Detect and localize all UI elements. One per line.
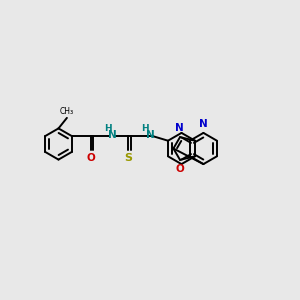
Text: O: O: [176, 164, 184, 174]
Text: N: N: [108, 130, 117, 140]
Text: H: H: [141, 124, 149, 133]
Text: CH₃: CH₃: [60, 107, 74, 116]
Text: H: H: [104, 124, 112, 133]
Text: S: S: [124, 153, 132, 163]
Text: N: N: [175, 123, 184, 133]
Text: O: O: [86, 153, 95, 163]
Text: N: N: [146, 130, 154, 140]
Text: N: N: [199, 119, 208, 129]
